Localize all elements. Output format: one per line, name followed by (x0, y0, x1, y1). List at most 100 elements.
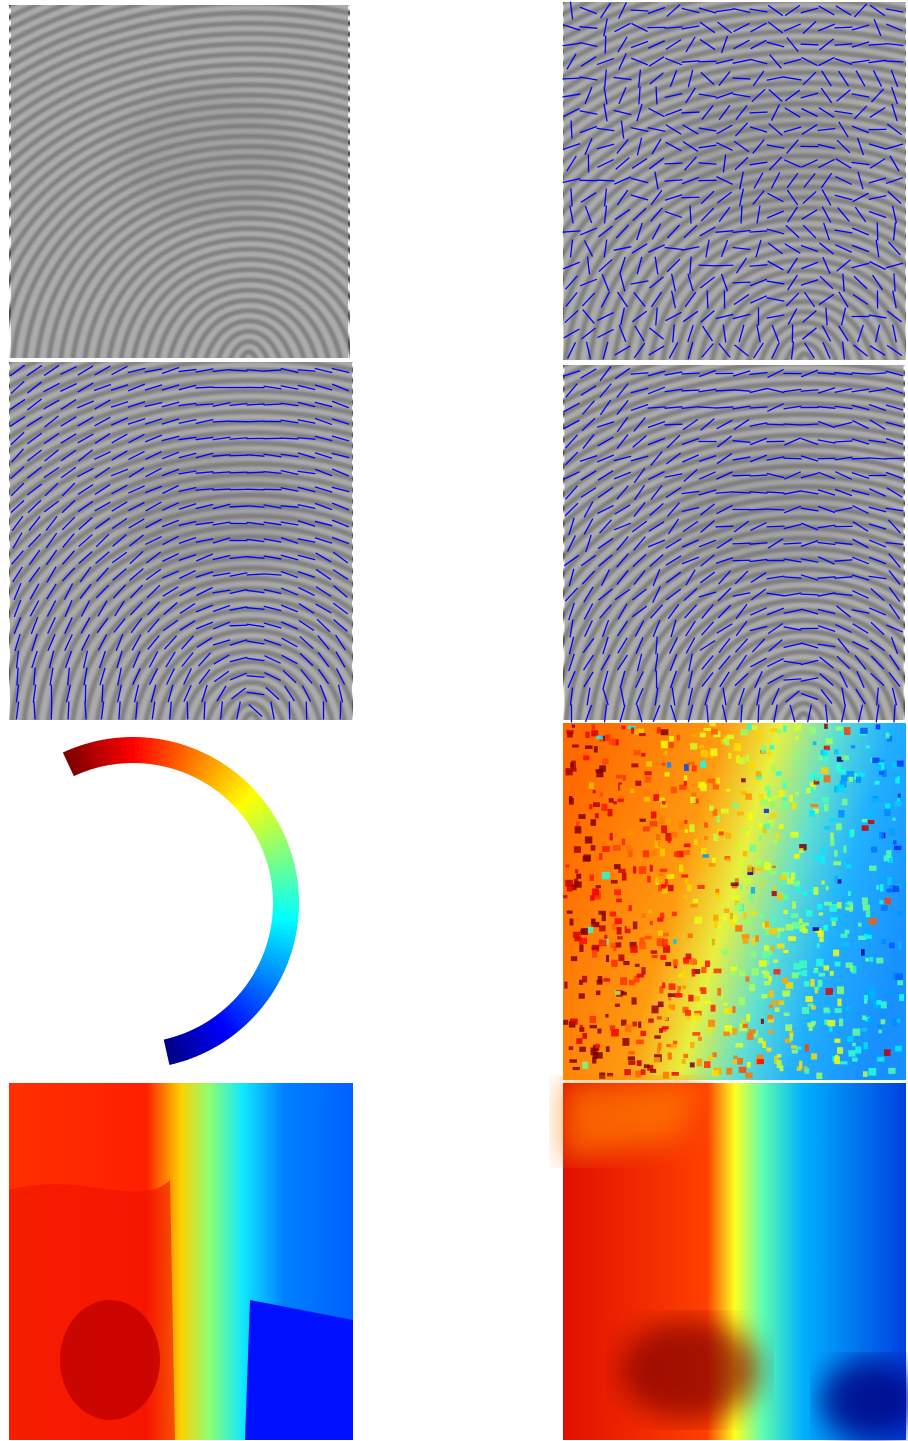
speckle-cell (701, 750, 708, 757)
speckle-cell (698, 782, 705, 788)
speckle-cell (867, 811, 872, 818)
speckle-cell (660, 849, 665, 857)
speckle-cell (776, 771, 782, 775)
speckle-cell (877, 1057, 885, 1062)
orientation-line (204, 702, 205, 720)
speckle-cell (849, 830, 853, 838)
speckle-cell (871, 847, 877, 853)
speckle-cell (849, 909, 852, 912)
speckle-cell (675, 886, 681, 891)
speckle-cell (606, 1046, 610, 1052)
speckle-cell (572, 768, 576, 772)
speckle-cell (807, 1022, 814, 1026)
speckle-cell (687, 762, 695, 765)
orientation-line (733, 475, 751, 476)
speckle-cell (840, 1061, 848, 1064)
speckle-cell (761, 746, 767, 753)
speckle-cell (593, 790, 596, 793)
speckle-cell (711, 1005, 716, 1012)
speckle-cell (615, 1004, 620, 1007)
speckle-cell (634, 729, 639, 734)
speckle-cell (704, 1001, 712, 1004)
speckle-cell (624, 1069, 631, 1075)
speckle-cell (897, 761, 904, 767)
speckle-cell (822, 881, 825, 885)
speckle-cell (817, 943, 820, 948)
speckle-cell (668, 993, 675, 997)
speckle-cell (735, 1043, 743, 1047)
speckle-cell (675, 993, 683, 997)
speckle-cell (590, 819, 596, 826)
speckle-cell (712, 1070, 719, 1076)
speckle-cell (858, 923, 861, 927)
speckle-cell (646, 761, 652, 766)
orientation-line (716, 390, 734, 391)
speckle-cell (596, 885, 601, 888)
speckle-cell (712, 1052, 716, 1057)
speckle-cell (630, 789, 634, 793)
speckle-cell (864, 995, 868, 1000)
speckle-cell (872, 798, 879, 802)
speckle-cell (821, 767, 829, 774)
speckle-cell (745, 976, 749, 981)
speckle-cell (811, 1053, 817, 1059)
speckle-cell (794, 854, 800, 859)
speckle-cell (816, 959, 823, 967)
speckle-cell (745, 793, 751, 799)
speckle-cell (615, 991, 620, 995)
speckle-cell (635, 964, 640, 967)
speckle-cell (777, 928, 784, 932)
orientation-line (707, 291, 708, 309)
speckle-cell (633, 866, 636, 873)
speckle-cell (809, 810, 815, 816)
speckle-cell (799, 848, 803, 853)
speckle-cell (705, 960, 710, 967)
speckle-cell (626, 830, 634, 835)
orientation-line (230, 625, 248, 626)
speckle-cell (759, 835, 762, 840)
speckle-cell (782, 990, 790, 996)
speckle-cell (791, 913, 798, 918)
orientation-line (682, 112, 700, 113)
speckle-cell (819, 973, 825, 977)
speckle-cell (709, 723, 715, 726)
speckle-cell (889, 828, 895, 835)
speckle-cell (628, 1061, 635, 1065)
speckle-cell (694, 996, 699, 1001)
speckle-cell (717, 815, 720, 822)
speckle-cell (758, 823, 763, 829)
speckle-cell (813, 741, 817, 745)
speckle-cell (580, 1025, 583, 1031)
speckle-cell (761, 994, 767, 999)
speckle-cell (592, 888, 599, 895)
speckle-cell (810, 804, 818, 807)
speckle-cell (761, 882, 764, 885)
speckle-cell (805, 1044, 809, 1052)
speckle-cell (569, 1046, 574, 1050)
speckle-cell (821, 847, 826, 853)
speckle-cell (824, 755, 828, 762)
speckle-cell (733, 915, 738, 922)
speckle-cell (700, 733, 706, 738)
speckle-cell (846, 1006, 851, 1011)
speckle-cell (662, 763, 666, 766)
speckle-cell (582, 1062, 588, 1069)
speckle-cell (701, 848, 706, 855)
speckle-cell (668, 837, 671, 843)
speckle-cell (750, 911, 756, 915)
orientation-line (877, 223, 878, 241)
speckle-cell (785, 1024, 792, 1031)
speckle-cell (715, 893, 720, 900)
speckle-cell (885, 803, 890, 808)
speckle-cell (888, 1068, 895, 1074)
speckle-cell (779, 790, 785, 797)
speckle-cell (721, 994, 724, 999)
orientation-line (733, 543, 751, 544)
speckle-cell (662, 801, 665, 805)
speckle-cell (611, 880, 618, 884)
speckle-cell (844, 727, 850, 735)
speckle-cell (671, 832, 677, 838)
speckle-cell (784, 894, 789, 900)
speckle-cell (739, 1067, 747, 1073)
speckle-cell (743, 937, 749, 944)
